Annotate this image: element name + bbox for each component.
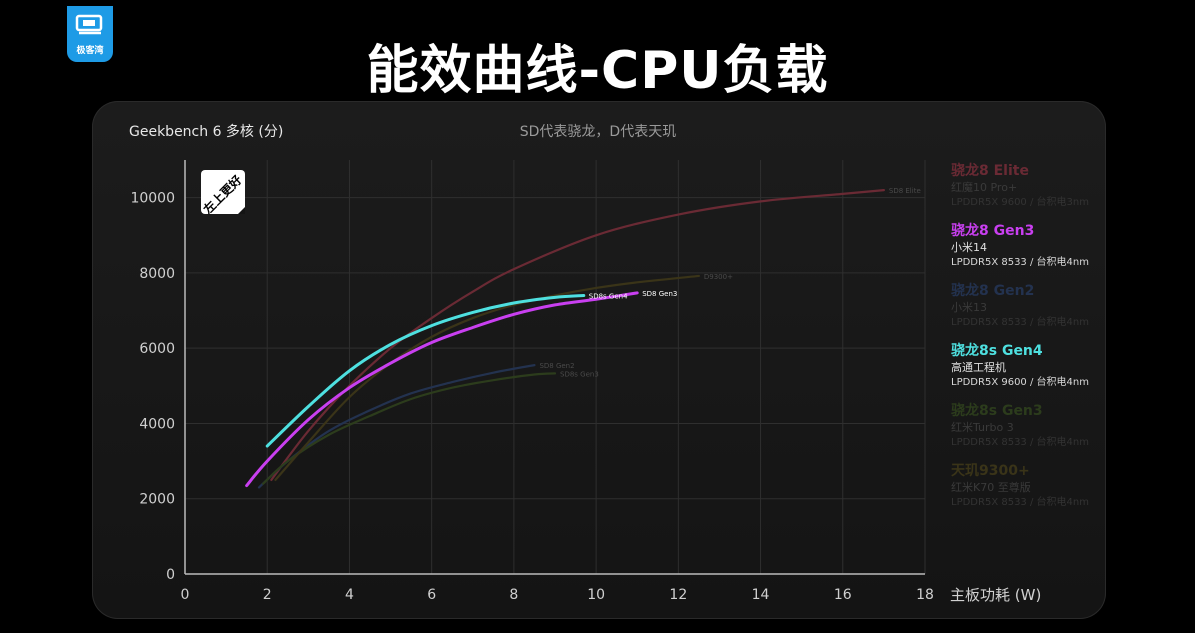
series-end-label: SD8 Gen2 [539, 362, 574, 370]
legend-item-name: 骁龙8s Gen3 [951, 402, 1043, 419]
legend-item-memory: LPDDR5X 8533 / 台积电4nm [951, 435, 1089, 448]
series-line [262, 372, 557, 485]
legend-item-device: 高通工程机 [951, 360, 1006, 374]
y-tick-label: 4000 [139, 416, 175, 432]
x-tick-label: 2 [263, 587, 272, 603]
legend-item-name: 天玑9300+ [951, 463, 1030, 479]
y-tick-label: 10000 [130, 191, 175, 207]
x-tick-label: 18 [916, 587, 934, 603]
x-tick-label: 6 [427, 587, 436, 603]
series-end-label: SD8s Gen3 [560, 370, 599, 378]
page-title: 能效曲线-CPU负载 [366, 41, 829, 101]
series-line [274, 274, 700, 482]
legend-item-device: 红米K70 至尊版 [951, 480, 1031, 494]
legend-item-memory: LPDDR5X 8533 / 台积电4nm [951, 255, 1089, 268]
x-tick-label: 16 [834, 587, 852, 603]
chart-subtitle: SD代表骁龙，D代表天玑 [520, 124, 676, 140]
legend-item-memory: LPDDR5X 9600 / 台积电3nm [951, 195, 1089, 208]
legend-item-memory: LPDDR5X 9600 / 台积电4nm [951, 375, 1089, 388]
series-end-label: D9300+ [704, 273, 733, 281]
legend-item-name: 骁龙8 Gen2 [951, 282, 1034, 299]
y-tick-label: 2000 [139, 492, 175, 508]
top-left-better-badge: 左上更好 [199, 170, 245, 217]
x-tick-label: 10 [587, 587, 605, 603]
series-line [270, 189, 885, 482]
series-end-label: SD8 Gen3 [642, 290, 677, 298]
x-tick-label: 12 [669, 587, 687, 603]
series-lines [245, 189, 885, 489]
legend-item-device: 小米13 [951, 301, 987, 314]
logo-text: 极客湾 [76, 46, 104, 56]
brand-logo: 极客湾 [67, 6, 113, 62]
legend-item-device: 红米Turbo 3 [951, 421, 1014, 434]
y-tick-label: 0 [166, 567, 175, 583]
logo-chip-icon [75, 14, 103, 35]
x-tick-label: 8 [509, 587, 518, 603]
series-end-label: SD8 Elite [889, 187, 921, 195]
y-tick-label: 8000 [139, 266, 175, 282]
legend-item-device: 红魔10 Pro+ [951, 180, 1017, 194]
x-axis-label: 主板功耗 (W) [950, 586, 1041, 604]
axes: 0 2000 4000 6000 8000 10000 0 2 4 6 8 10 12 14 16 18 [130, 160, 934, 603]
legend-item-name: 骁龙8 Elite [951, 162, 1029, 179]
x-tick-label: 14 [752, 587, 770, 603]
legend-item-memory: LPDDR5X 8533 / 台积电4nm [951, 495, 1089, 508]
x-tick-label: 0 [181, 587, 190, 603]
series-end-label: SD8s Gen4 [589, 292, 628, 300]
legend-item-name: 骁龙8s Gen4 [951, 342, 1043, 359]
x-tick-label: 4 [345, 587, 354, 603]
legend-item-name: 骁龙8 Gen3 [951, 222, 1034, 239]
y-tick-label: 6000 [139, 341, 175, 357]
chart-panel [92, 101, 1106, 619]
series-line [265, 293, 586, 448]
legend-item-device: 小米14 [951, 241, 987, 254]
chart-title: Geekbench 6 多核 (分) [129, 123, 283, 140]
legend-item-memory: LPDDR5X 8533 / 台积电4nm [951, 315, 1089, 328]
series-line [245, 291, 639, 488]
